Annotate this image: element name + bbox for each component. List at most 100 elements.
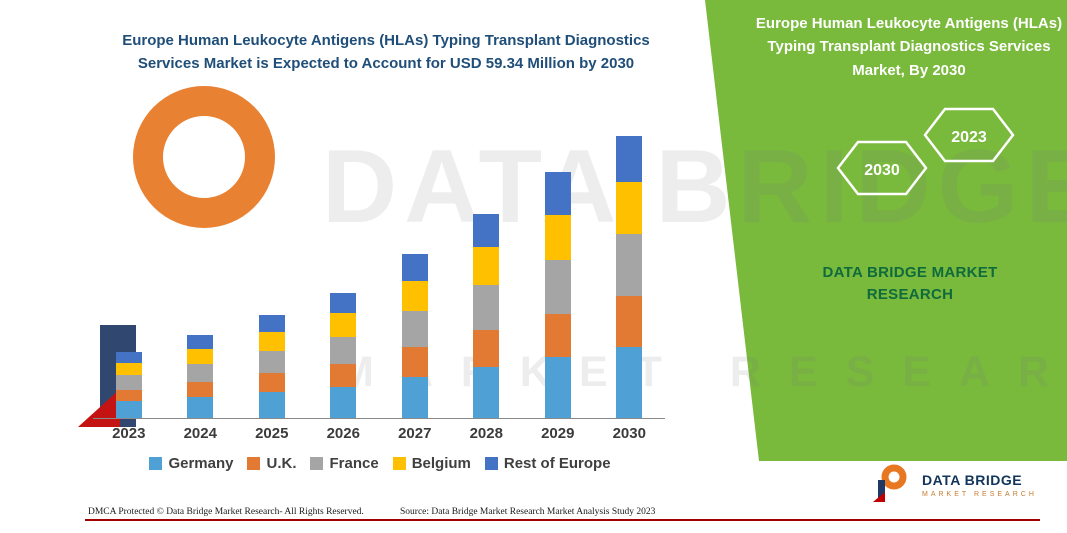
segment-rest-of-europe-2030 <box>616 136 643 182</box>
databridge-logo-icon <box>873 464 907 502</box>
bar-group-2024 <box>165 128 237 418</box>
legend-swatch <box>149 457 163 470</box>
segment-germany-2025 <box>258 391 285 418</box>
segment-belgium-2028 <box>473 247 500 286</box>
logo-stem-small <box>878 480 885 502</box>
segment-u-k--2023 <box>115 389 142 402</box>
footer-logo: DATA BRIDGE MARKET RESEARCH <box>870 462 1037 508</box>
segment-belgium-2030 <box>616 181 643 235</box>
segment-france-2027 <box>401 311 428 348</box>
year-label-2029: 2029 <box>541 425 575 442</box>
segment-u-k--2024 <box>187 382 214 398</box>
legend-label: Belgium <box>411 455 471 472</box>
segment-rest-of-europe-2029 <box>544 171 571 216</box>
logo-ring-shape <box>133 86 275 228</box>
segment-u-k--2030 <box>616 296 643 348</box>
segment-belgium-2023 <box>115 362 142 376</box>
legend-item-france: France <box>310 455 379 472</box>
segment-france-2025 <box>258 350 285 374</box>
segment-u-k--2029 <box>544 313 571 358</box>
stacked-bar-2026 <box>330 293 357 418</box>
segment-rest-of-europe-2026 <box>330 293 357 314</box>
bar-group-2023 <box>93 128 165 418</box>
segment-france-2029 <box>544 260 571 314</box>
segment-germany-2024 <box>187 397 214 418</box>
chart-legend: Germany U.K. France Belgium Rest of Europe <box>88 455 672 472</box>
stacked-bar-2027 <box>401 254 428 418</box>
segment-rest-of-europe-2027 <box>401 254 428 281</box>
segment-germany-2026 <box>330 386 357 418</box>
segment-rest-of-europe-2024 <box>187 334 214 349</box>
stacked-bar-plot <box>93 128 665 418</box>
stacked-bar-2023 <box>115 351 142 418</box>
footer-logo-tagline: MARKET RESEARCH <box>922 491 1037 498</box>
legend-item-germany: Germany <box>149 455 233 472</box>
segment-france-2023 <box>115 375 142 390</box>
legend-swatch <box>392 457 406 470</box>
legend-label: France <box>329 455 379 472</box>
stacked-bar-2028 <box>473 214 500 418</box>
segment-germany-2023 <box>115 401 142 418</box>
legend-label: U.K. <box>266 455 297 472</box>
segment-france-2030 <box>616 234 643 297</box>
stacked-bar-2029 <box>544 171 571 418</box>
legend-label: Rest of Europe <box>503 455 611 472</box>
segment-u-k--2027 <box>401 347 428 377</box>
legend-item-u-k-: U.K. <box>247 455 296 472</box>
bar-group-2029 <box>522 128 594 418</box>
x-axis-labels: 2023 2024 2025 2026 2027 2028 2029 2030 <box>93 425 665 442</box>
hexagon-2030-outline <box>836 140 928 196</box>
stacked-bar-2030 <box>616 136 643 418</box>
stacked-bar-2024 <box>187 334 214 418</box>
footer-logo-text: DATA BRIDGE MARKET RESEARCH <box>922 472 1037 498</box>
hexagon-2030-label: 2030 <box>864 162 900 179</box>
hexagon-year-badges: 2023 2030 <box>836 107 1015 196</box>
brand-text: DATA BRIDGE MARKET RESEARCH <box>822 264 998 303</box>
segment-france-2028 <box>473 285 500 331</box>
stacked-bar-2025 <box>258 315 285 418</box>
chart-title: Europe Human Leukocyte Antigens (HLAs) T… <box>122 32 650 72</box>
logo-red-wedge-shape <box>78 389 120 427</box>
segment-belgium-2027 <box>401 280 428 312</box>
year-label-2030: 2030 <box>612 425 646 442</box>
segment-belgium-2024 <box>187 348 214 364</box>
segment-france-2026 <box>330 336 357 365</box>
bar-group-2027 <box>379 128 451 418</box>
logo-ring-small <box>881 464 907 490</box>
year-label-2028: 2028 <box>469 425 503 442</box>
segment-france-2024 <box>187 363 214 383</box>
bar-group-2026 <box>308 128 380 418</box>
segment-rest-of-europe-2028 <box>473 214 500 248</box>
segment-germany-2030 <box>616 347 643 418</box>
legend-item-belgium: Belgium <box>392 455 471 472</box>
segment-u-k--2026 <box>330 364 357 387</box>
segment-rest-of-europe-2025 <box>258 315 285 332</box>
bar-group-2028 <box>451 128 523 418</box>
segment-u-k--2025 <box>258 373 285 392</box>
legend-swatch <box>247 457 261 470</box>
logo-wedge-small <box>873 492 885 502</box>
x-axis-line <box>93 418 665 419</box>
segment-belgium-2029 <box>544 215 571 261</box>
legend-swatch <box>310 457 324 470</box>
hexagon-2023-outline <box>923 107 1015 163</box>
segment-germany-2029 <box>544 357 571 418</box>
segment-germany-2027 <box>401 376 428 418</box>
legend-swatch <box>484 457 498 470</box>
footer-logo-name: DATA BRIDGE <box>922 472 1023 488</box>
year-label-2024: 2024 <box>183 425 217 442</box>
source-note: Source: Data Bridge Market Research Mark… <box>400 507 656 517</box>
dmca-note: DMCA Protected © Data Bridge Market Rese… <box>88 507 364 517</box>
hexagon-2023-label: 2023 <box>951 129 987 146</box>
right-panel-background <box>705 0 1067 461</box>
bar-group-2030 <box>594 128 666 418</box>
segment-u-k--2028 <box>473 330 500 367</box>
year-label-2023: 2023 <box>112 425 146 442</box>
segment-belgium-2025 <box>258 331 285 351</box>
year-label-2025: 2025 <box>255 425 289 442</box>
segment-rest-of-europe-2023 <box>115 351 142 363</box>
legend-label: Germany <box>168 455 234 472</box>
year-label-2026: 2026 <box>326 425 360 442</box>
bottom-red-divider <box>85 519 1040 521</box>
segment-germany-2028 <box>473 366 500 418</box>
